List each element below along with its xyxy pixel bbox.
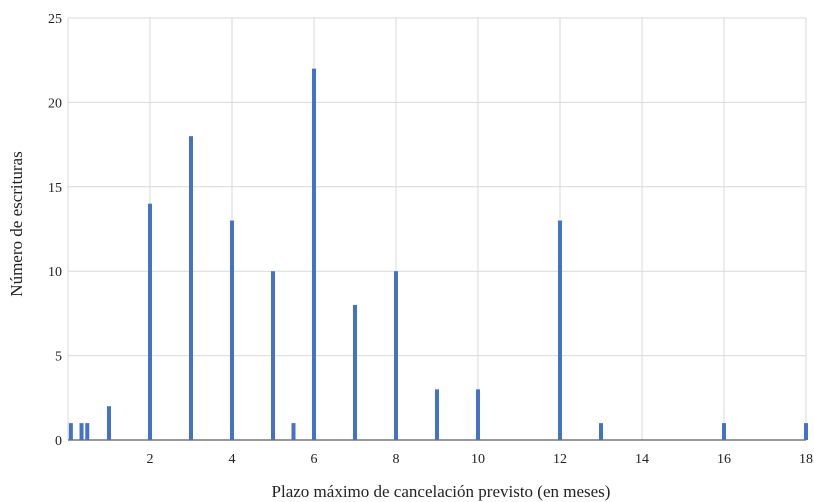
x-tick-labels: 2 4 6 8 10 12 14 16 18 <box>147 452 814 467</box>
grid-lines <box>67 17 807 441</box>
bar <box>189 136 193 440</box>
y-tick-label: 5 <box>55 350 62 365</box>
y-tick-labels: 0 5 10 15 20 25 <box>48 12 62 449</box>
bar <box>476 389 480 440</box>
x-tick-label: 2 <box>147 452 154 467</box>
x-tick-label: 18 <box>799 452 813 467</box>
bar <box>312 68 316 440</box>
y-tick-label: 10 <box>48 265 62 280</box>
bar <box>353 304 357 440</box>
bar <box>230 220 234 440</box>
x-tick-label: 16 <box>717 452 731 467</box>
bar <box>107 406 111 440</box>
bar <box>435 389 439 440</box>
bar <box>271 271 275 440</box>
y-tick-label: 25 <box>48 12 62 27</box>
bar <box>291 423 296 440</box>
bar <box>394 271 398 440</box>
x-tick-label: 12 <box>553 452 567 467</box>
x-tick-label: 6 <box>311 452 318 467</box>
bar <box>85 423 90 440</box>
bar <box>722 423 726 440</box>
y-tick-label: 15 <box>48 181 62 196</box>
bars <box>68 68 808 440</box>
bar <box>599 423 603 440</box>
x-tick-label: 4 <box>229 452 236 467</box>
bar <box>804 423 808 440</box>
bar <box>79 423 84 440</box>
bar <box>148 203 152 440</box>
x-tick-label: 10 <box>471 452 485 467</box>
y-axis-title: Número de escrituras <box>7 151 26 296</box>
x-tick-label: 14 <box>635 452 649 467</box>
bar <box>558 220 562 440</box>
y-tick-label: 0 <box>55 434 62 449</box>
bar <box>68 423 73 440</box>
x-axis-title: Plazo máximo de cancelación previsto (en… <box>272 482 611 501</box>
x-tick-label: 8 <box>393 452 400 467</box>
y-tick-label: 20 <box>48 96 62 111</box>
